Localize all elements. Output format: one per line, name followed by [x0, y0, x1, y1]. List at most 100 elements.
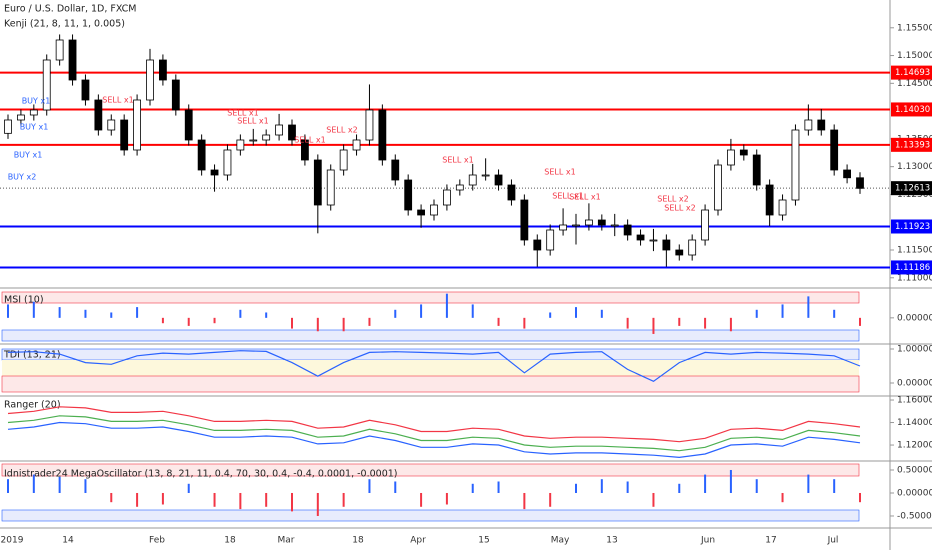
histogram-bar	[187, 317, 190, 326]
indicator-title: Kenji (21, 8, 11, 1, 0.005)	[4, 19, 125, 30]
candle-body	[468, 174, 477, 186]
histogram-bar	[523, 317, 526, 329]
candle-body	[236, 139, 245, 151]
level-label: 1.14693	[895, 68, 930, 78]
histogram-bar	[368, 479, 371, 493]
indicator-line	[7, 350, 861, 382]
panel-title: TDI (13, 21)	[3, 350, 61, 361]
x-tick-label: 14	[62, 536, 74, 546]
candle-body	[326, 169, 335, 206]
candle-body	[68, 39, 77, 81]
y-tick-label: 0.00000	[897, 313, 932, 323]
x-tick-label: 2019	[1, 536, 24, 546]
candle-body	[223, 149, 232, 176]
candle-body	[94, 99, 103, 131]
candle-body	[313, 159, 322, 206]
histogram-bar	[652, 492, 655, 507]
y-tick-label: 0.00000	[897, 379, 932, 389]
candle-body	[649, 239, 658, 242]
candle-body	[752, 154, 761, 186]
signal-label: SELL x1	[237, 117, 268, 126]
histogram-bar	[368, 317, 371, 326]
y-tick-label: 0.00000	[897, 488, 932, 498]
candle-body	[636, 234, 645, 241]
histogram-bar	[32, 474, 35, 493]
x-tick-label: Feb	[149, 536, 165, 546]
level-label-box	[891, 219, 932, 234]
level-label: 1.11923	[895, 222, 930, 232]
candle-body	[597, 219, 606, 226]
x-tick-label: Jul	[827, 536, 839, 546]
y-tick-label: 1.16000	[897, 396, 932, 406]
candle-body	[443, 189, 451, 206]
candle-body	[765, 184, 774, 216]
histogram-bar	[729, 469, 732, 493]
histogram-bar	[549, 312, 552, 318]
histogram-bar	[575, 483, 577, 493]
histogram-bar	[394, 481, 397, 493]
histogram-bar	[575, 307, 577, 318]
histogram-bar	[497, 481, 500, 493]
candle-body	[4, 119, 12, 134]
signal-label: SELL x1	[102, 96, 133, 105]
level-label: 1.14030	[895, 105, 930, 115]
histogram-bar	[471, 304, 474, 318]
histogram-bar	[213, 317, 216, 324]
histogram-bar	[678, 317, 681, 326]
histogram-bar	[213, 492, 216, 507]
signal-label: SELL x2	[664, 204, 695, 213]
candle-body	[688, 239, 697, 256]
x-tick-label: 18	[224, 536, 236, 546]
histogram-bar	[781, 492, 784, 503]
histogram-bar	[678, 483, 681, 493]
x-tick-label: 13	[606, 536, 617, 546]
histogram-bar	[161, 317, 164, 324]
candle-body	[481, 174, 490, 177]
histogram-bar	[342, 317, 345, 332]
candle-body	[546, 229, 555, 251]
histogram-bar	[497, 317, 500, 326]
candle-body	[533, 239, 542, 251]
candle-body	[610, 224, 619, 227]
candle-body	[55, 39, 64, 61]
histogram-bar	[704, 474, 707, 493]
histogram-bar	[445, 492, 448, 505]
candle-body	[81, 79, 90, 101]
candle-body	[727, 149, 735, 166]
candle-body	[662, 239, 671, 251]
level-label-box	[891, 65, 932, 80]
histogram-bar	[7, 304, 9, 318]
histogram-bar	[84, 309, 87, 318]
candle-body	[378, 109, 387, 161]
candle-body	[739, 149, 748, 156]
histogram-bar	[626, 317, 629, 329]
histogram-bar	[420, 304, 423, 318]
histogram-bar	[239, 492, 242, 510]
signal-label: SELL x1	[544, 168, 575, 177]
signal-label: SELL x1	[569, 193, 600, 202]
y-tick-label: 1.11500	[897, 246, 932, 256]
histogram-bar	[187, 483, 190, 493]
candle-body	[262, 134, 271, 141]
candle-body	[701, 209, 709, 241]
candle-body	[830, 129, 839, 171]
msi-upper-band	[1, 291, 860, 304]
y-tick-label: 1.00000	[897, 345, 932, 355]
histogram-bar	[755, 479, 758, 493]
candle-body	[171, 79, 180, 111]
candle-body	[184, 109, 193, 141]
histogram-bar	[110, 492, 113, 503]
histogram-bar	[859, 317, 861, 326]
y-tick-label: -0.50000	[897, 511, 932, 521]
y-tick-label: 1.12000	[897, 441, 932, 451]
candle-body	[352, 139, 361, 151]
candle-body	[675, 249, 684, 256]
candle-body	[29, 109, 38, 116]
y-tick-label: 1.15500	[897, 23, 932, 33]
signal-label: SELL x1	[227, 109, 258, 118]
signal-label: BUY x1	[14, 151, 43, 160]
histogram-bar	[445, 293, 448, 318]
histogram-bar	[704, 317, 707, 329]
candle-body	[778, 199, 787, 216]
